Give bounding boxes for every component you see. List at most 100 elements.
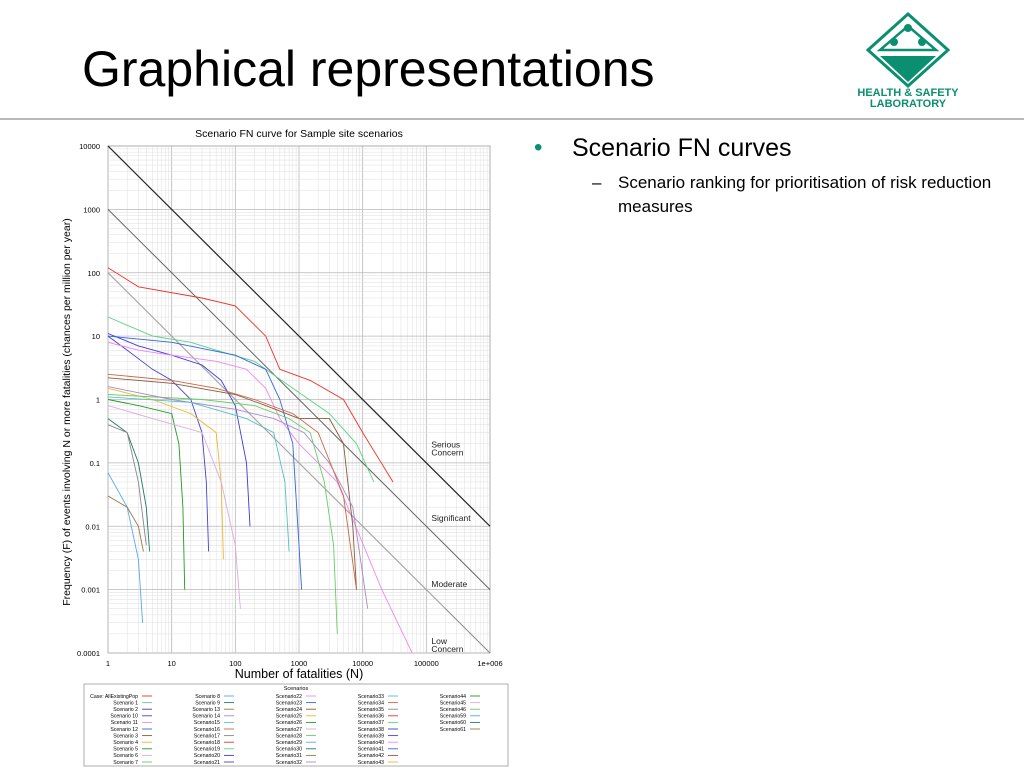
legend-entry-label: Scenario28 [276, 733, 302, 739]
legend-entry-label: Scenario27 [276, 727, 302, 733]
chart-tick-labels: 1 10 100 1000 10000 100000 1e+006 10000 1000 100 1… [77, 142, 503, 668]
sub-bullet-dash-icon: – [592, 173, 602, 192]
series-line [107, 405, 241, 609]
legend-entry-label: Scenario59 [440, 714, 466, 720]
series-line [107, 335, 210, 552]
legend-entry-label: Scenario40 [358, 740, 384, 746]
legend-entry-label: Scenario 8 [195, 694, 220, 700]
legend-entry-label: Scenario46 [440, 707, 466, 713]
criterion-label: Moderate [431, 579, 467, 589]
criterion-line [107, 145, 491, 527]
legend-entry-label: Scenario 10 [110, 714, 138, 720]
legend-entry-label: Scenario30 [276, 747, 302, 753]
series-line [107, 267, 394, 483]
x-tick-label: 100 [229, 659, 242, 668]
x-axis-label: Number of fatalities (N) [235, 667, 364, 681]
legend-entry-label: Scenario 14 [192, 714, 220, 720]
legend-title: Scenarios [284, 686, 309, 692]
x-tick-label: 1000 [291, 659, 308, 668]
logo-dot-top [904, 24, 912, 32]
bullet-text: Scenario FN curves [572, 134, 792, 162]
legend-entry-label: Scenario32 [276, 760, 302, 766]
legend-entry-label: Scenario20 [194, 753, 220, 759]
y-tick-label: 0.01 [85, 522, 100, 531]
legend-entry-label: Scenario22 [276, 694, 302, 700]
legend-entry-label: Scenario19 [194, 747, 220, 753]
legend-entry-label: Scenario17 [194, 733, 220, 739]
series-line [107, 335, 303, 590]
y-tick-label: 1000 [83, 205, 100, 214]
series-line [107, 387, 224, 560]
legend-entry-label: Scenario 1 [113, 700, 138, 706]
legend-entry-label: Scenario18 [194, 740, 220, 746]
logo-dot-right [918, 38, 926, 46]
series-line [107, 399, 186, 590]
legend-entry-label: Scenario 7 [113, 760, 138, 766]
legend-entry-label: Scenario35 [358, 707, 384, 713]
legend-entry-label: Scenario31 [276, 753, 302, 759]
series-line [107, 472, 144, 623]
y-axis-label: Frequency (F) of events involving N or m… [61, 218, 73, 606]
logo-text-1: HEALTH & SAFETY [858, 87, 958, 99]
x-tick-label: 10000 [352, 659, 373, 668]
y-tick-label: 0.0001 [77, 649, 100, 658]
criterion-label: Low [431, 636, 447, 646]
legend-entry-label: Scenario 2 [113, 707, 138, 713]
legend-entry-label: Scenario16 [194, 727, 220, 733]
y-tick-label: 10 [92, 332, 100, 341]
sub-bullet-text: Scenario ranking for prioritisation of r… [618, 173, 992, 216]
criterion-line [107, 272, 446, 610]
legend-entry-label: Scenario 11 [111, 720, 138, 726]
legend-entry-label: Scenario34 [358, 700, 384, 706]
x-tick-label: 100000 [414, 659, 439, 668]
legend-entry-label: Scenario36 [358, 714, 384, 720]
slide-title: Graphical representations [82, 41, 655, 97]
legend-entry-label: Scenario45 [440, 700, 466, 706]
criterion-line [107, 209, 491, 590]
y-tick-label: 0.001 [81, 586, 100, 595]
legend-entry-label: Scenario 13 [192, 707, 220, 713]
criterion-label: Significant [431, 513, 471, 523]
x-tick-label: 1 [106, 659, 110, 668]
series-line [107, 333, 251, 527]
legend-entry-label: Case: AllExistingPop [90, 694, 138, 700]
series-line [107, 386, 369, 609]
y-tick-label: 100 [87, 269, 100, 278]
criterion-lines: SeriousConcernSignificantModerateLowConc… [107, 145, 491, 654]
y-tick-label: 10000 [79, 142, 100, 151]
legend-entry-label: Scenario 9 [195, 700, 220, 706]
legend-entry-label: Scenario37 [358, 720, 384, 726]
legend-entry-label: Scenario42 [358, 753, 384, 759]
legend-entry-label: Scenario23 [276, 700, 302, 706]
legend-entry-label: Scenario38 [358, 727, 384, 733]
series-line [107, 396, 290, 552]
logo-text-2: LABORATORY [870, 98, 947, 108]
legend-entry-label: Scenario25 [276, 714, 302, 720]
y-tick-label: 1 [96, 396, 100, 405]
legend-entry-label: Scenario29 [276, 740, 302, 746]
legend-entry-label: Scenario 5 [113, 747, 138, 753]
legend-frame [83, 683, 509, 767]
series-line [107, 373, 357, 590]
criterion-label: Concern [431, 644, 463, 654]
title-divider [0, 118, 1024, 120]
logo-lower-wedge [880, 56, 936, 82]
legend-entry-label: Scenario 6 [113, 753, 138, 759]
legend-entry-label: Scenario61 [440, 727, 466, 733]
criterion-label: Concern [431, 448, 463, 458]
legend-entry-label: Scenario43 [358, 760, 384, 766]
bullet-dot-icon: • [534, 134, 543, 161]
bullet-item: • Scenario FN curves [532, 134, 1012, 163]
y-tick-label: 0.1 [90, 459, 100, 468]
legend-entry-label: Scenario 12 [110, 727, 138, 733]
legend-entry-label: Scenario24 [276, 707, 302, 713]
x-tick-label: 1e+006 [477, 659, 502, 668]
legend-entry-label: Scenario 3 [113, 733, 138, 739]
series-line [107, 495, 144, 552]
sub-bullet-item: – Scenario ranking for prioritisation of… [532, 171, 1012, 219]
chart-series [107, 267, 413, 654]
x-tick-label: 10 [167, 659, 175, 668]
legend-entry-label: Scenario60 [440, 720, 466, 726]
logo-dot-left [890, 38, 898, 46]
